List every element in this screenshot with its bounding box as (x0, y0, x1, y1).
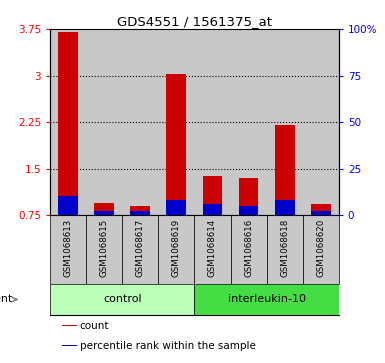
Bar (239, 179, 258, 215)
Bar (266, 29, 303, 215)
Bar (275, 125, 295, 215)
Bar (50, 29, 86, 215)
Bar (62, 325, 77, 326)
Text: GSM1068617: GSM1068617 (136, 219, 145, 277)
Bar (158, 29, 194, 215)
Bar (131, 206, 150, 215)
Bar (303, 215, 339, 284)
Bar (94, 211, 114, 215)
Title: GDS4551 / 1561375_at: GDS4551 / 1561375_at (117, 15, 272, 28)
Bar (158, 215, 194, 284)
Bar (166, 74, 186, 215)
Bar (86, 215, 122, 284)
Text: GSM1068614: GSM1068614 (208, 219, 217, 277)
Bar (122, 29, 158, 215)
Bar (86, 29, 122, 215)
Bar (239, 206, 258, 215)
Bar (266, 215, 303, 284)
Text: GSM1068620: GSM1068620 (316, 219, 325, 277)
Bar (122, 215, 158, 284)
Bar (131, 211, 150, 215)
Bar (58, 196, 78, 215)
Bar (194, 284, 339, 315)
Bar (94, 203, 114, 215)
Text: agent: agent (0, 294, 13, 305)
Bar (311, 211, 331, 215)
Text: GSM1068619: GSM1068619 (172, 219, 181, 277)
Bar (203, 204, 223, 215)
Bar (275, 200, 295, 215)
Text: GSM1068615: GSM1068615 (100, 219, 109, 277)
Bar (311, 204, 331, 215)
Text: percentile rank within the sample: percentile rank within the sample (79, 340, 255, 351)
Bar (231, 215, 266, 284)
Text: count: count (79, 321, 109, 331)
Text: GSM1068616: GSM1068616 (244, 219, 253, 277)
Bar (231, 29, 266, 215)
Text: control: control (103, 294, 142, 305)
Bar (50, 215, 86, 284)
Bar (194, 29, 231, 215)
Text: GSM1068618: GSM1068618 (280, 219, 289, 277)
Bar (62, 345, 77, 346)
Bar (194, 215, 231, 284)
Bar (203, 176, 223, 215)
Bar (58, 32, 78, 215)
Bar (303, 29, 339, 215)
Bar (50, 284, 194, 315)
Text: GSM1068613: GSM1068613 (64, 219, 73, 277)
Text: interleukin-10: interleukin-10 (228, 294, 306, 305)
Bar (166, 200, 186, 215)
